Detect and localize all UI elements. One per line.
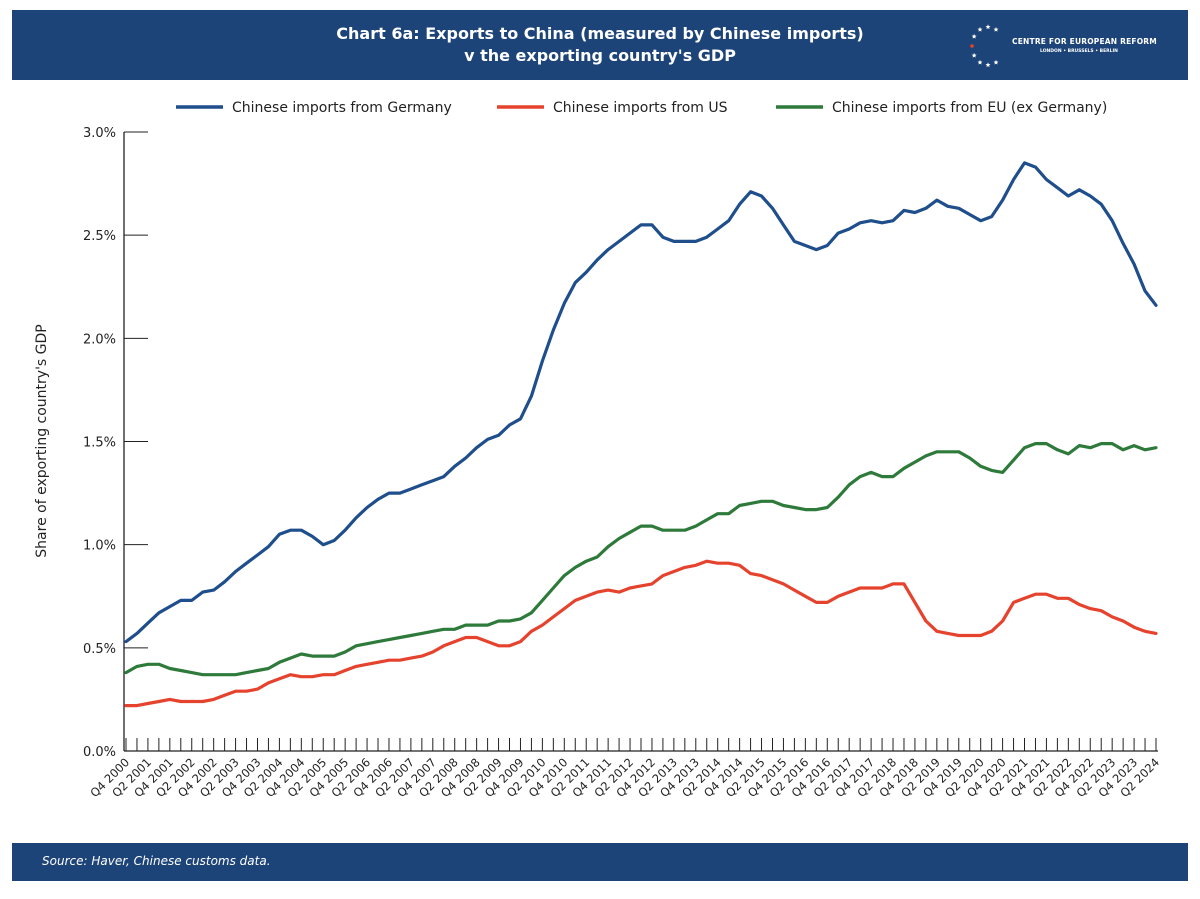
series-line-0 (124, 161, 1158, 644)
logo-star (977, 59, 983, 65)
series-line-1 (124, 559, 1158, 708)
legend: Chinese imports from Germany Chinese impo… (176, 100, 1107, 116)
legend-label-1: Chinese imports from US (553, 100, 728, 116)
logo-star (985, 24, 991, 30)
chart-title-line-1: Chart 6a: Exports to China (measured by … (336, 24, 864, 43)
y-tick-label: 0.0% (83, 745, 116, 760)
legend-label-0: Chinese imports from Germany (232, 100, 452, 116)
y-axis-label: Share of exporting country's GDP (34, 324, 50, 557)
logo-star (993, 26, 999, 32)
y-tick-label: 3.0% (83, 126, 116, 141)
logo-star (985, 62, 991, 68)
source-note: Source: Haver, Chinese customs data. (42, 854, 271, 868)
series-line-2 (124, 442, 1158, 677)
logo-star (977, 26, 983, 32)
logo-star (971, 52, 977, 58)
logo-star (971, 33, 977, 39)
logo-cities: LONDON • BRUSSELS • BERLIN (1040, 49, 1118, 54)
cer-logo: CENTRE FOR EUROPEAN REFORM LONDON • BRUS… (968, 22, 1164, 70)
logo-name: CENTRE FOR EUROPEAN REFORM (1012, 37, 1157, 46)
logo-star (993, 59, 999, 65)
series-lines (124, 161, 1158, 708)
y-tick-label: 2.5% (83, 229, 116, 244)
chart-header: Chart 6a: Exports to China (measured by … (12, 10, 1188, 80)
y-tick-label: 2.0% (83, 332, 116, 347)
legend-label-2: Chinese imports from EU (ex Germany) (832, 100, 1107, 116)
y-tick-label: 1.0% (83, 539, 116, 554)
logo-red-dot (970, 44, 974, 48)
chart-title-line-2: v the exporting country's GDP (464, 46, 736, 65)
eu-stars-icon (970, 24, 999, 68)
chart-footer: Source: Haver, Chinese customs data. (12, 843, 1188, 881)
y-tick-label: 0.5% (83, 642, 116, 657)
y-tick-label: 1.5% (83, 436, 116, 451)
chart-title: Chart 6a: Exports to China (measured by … (12, 23, 1188, 67)
